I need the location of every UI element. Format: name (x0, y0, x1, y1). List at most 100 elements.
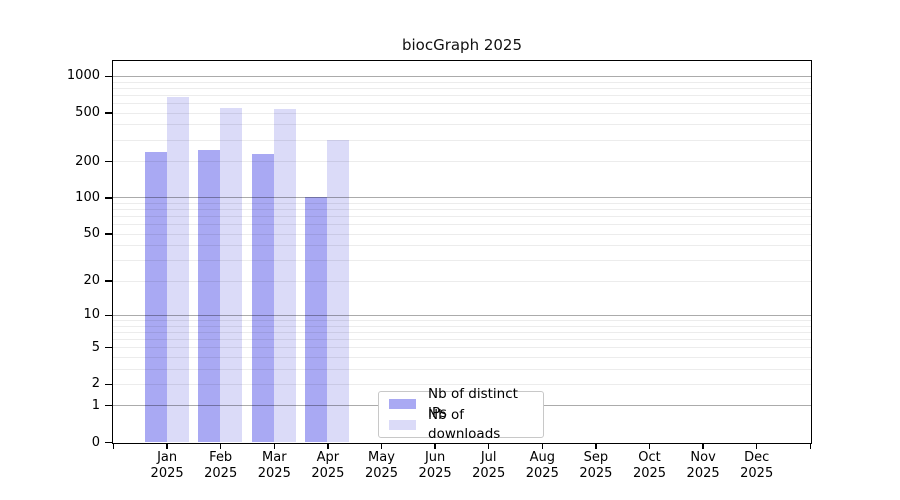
minor-gridline (113, 139, 811, 141)
y-axis-label: 0 (91, 434, 100, 450)
x-axis-label-aug: Aug 2025 (510, 450, 574, 482)
x-axis-tick (595, 444, 597, 449)
plot-area (112, 60, 812, 444)
minor-gridline (113, 202, 811, 204)
x-label-month: Jan (157, 450, 178, 465)
y-axis-tick (105, 383, 112, 385)
y-axis-label: 10 (83, 307, 100, 323)
minor-gridline (113, 124, 811, 126)
legend-item-distinct-ips: Nb of distinct IPs (385, 386, 537, 421)
legend-label-downloads: Nb of downloads (428, 407, 501, 442)
x-axis-tick (166, 444, 168, 449)
y-axis-label: 200 (75, 153, 100, 169)
y-axis-tick (105, 314, 112, 317)
x-label-year: 2025 (525, 466, 559, 481)
x-label-month: Apr (316, 450, 340, 465)
x-label-year: 2025 (579, 466, 613, 481)
minor-gridline (113, 383, 811, 385)
x-axis-label-feb: Feb 2025 (189, 450, 253, 482)
x-axis-label-mar: Mar 2025 (242, 450, 306, 482)
x-label-year: 2025 (311, 466, 345, 481)
x-axis-label-may: May 2025 (350, 450, 414, 482)
x-axis-label-jan: Jan 2025 (135, 450, 199, 482)
major-gridline (113, 75, 811, 77)
major-gridline (113, 314, 811, 316)
y-axis-tick (105, 405, 112, 407)
legend-item-downloads: Nb of downloads (385, 407, 537, 442)
y-axis-tick (105, 346, 112, 349)
bar-downloads-mar (273, 108, 296, 442)
minor-gridline (113, 87, 811, 89)
bar-distinct-ips-jan (144, 152, 167, 442)
x-label-year: 2025 (150, 466, 184, 481)
x-axis-tick (702, 444, 704, 449)
legend: Nb of distinct IPs Nb of downloads (378, 386, 544, 442)
minor-gridline (113, 94, 811, 96)
x-axis-tick (541, 444, 543, 449)
x-axis-tick (648, 444, 651, 449)
bar-downloads-jan (166, 97, 189, 442)
x-label-year: 2025 (364, 466, 399, 481)
legend-label-distinct-ips: Nb of distinct IPs (428, 386, 518, 421)
minor-gridline (113, 356, 811, 358)
y-axis-tick (105, 233, 112, 235)
x-axis-tick (327, 444, 329, 449)
bar-distinct-ips-apr (305, 196, 328, 442)
x-label-year: 2025 (740, 466, 774, 481)
x-label-month: Jul (480, 450, 497, 465)
x-label-month: Nov (690, 450, 716, 465)
legend-swatch-distinct-ips (389, 399, 416, 409)
bar-downloads-feb (220, 108, 243, 442)
y-axis-label: 5 (91, 339, 100, 355)
x-axis-label-oct: Oct 2025 (618, 450, 682, 482)
y-axis-tick (105, 197, 112, 199)
x-axis-tick (220, 444, 222, 449)
y-axis-label: 20 (83, 273, 100, 289)
minor-gridline (113, 347, 811, 349)
x-axis-tick (809, 444, 811, 449)
minor-gridline (113, 245, 811, 247)
y-axis-label: 500 (75, 105, 100, 121)
x-axis-label-jul: Jul 2025 (457, 450, 521, 482)
x-label-year: 2025 (686, 466, 720, 481)
y-axis-label: 1000 (66, 68, 100, 84)
x-axis-label-sep: Sep 2025 (564, 450, 628, 482)
x-label-year: 2025 (632, 466, 667, 481)
y-axis-tick (105, 75, 112, 78)
minor-gridline (113, 233, 811, 235)
x-axis-label-apr: Apr 2025 (296, 450, 360, 482)
minor-gridline (113, 280, 811, 282)
y-axis-tick (105, 441, 112, 444)
minor-gridline (113, 260, 811, 262)
x-label-month: Aug (529, 450, 555, 465)
x-axis-tick (756, 444, 758, 449)
x-label-month: Mar (262, 450, 287, 465)
x-axis-tick (112, 444, 115, 449)
x-label-year: 2025 (472, 466, 506, 481)
x-label-month: Oct (638, 450, 661, 465)
bar-distinct-ips-mar (251, 153, 274, 442)
minor-gridline (113, 368, 811, 370)
x-axis-label-nov: Nov 2025 (671, 450, 735, 482)
x-label-month: Dec (744, 450, 770, 465)
x-label-month: Sep (583, 450, 609, 465)
minor-gridline (113, 209, 811, 211)
x-axis-tick (434, 444, 436, 449)
legend-swatch-downloads (389, 420, 416, 430)
y-axis-label: 2 (91, 376, 100, 392)
x-label-year: 2025 (204, 466, 238, 481)
x-label-month: Feb (209, 450, 233, 465)
x-axis-label-jun: Jun 2025 (403, 450, 467, 482)
y-axis-label: 100 (75, 189, 100, 205)
x-label-month: May (368, 450, 395, 465)
minor-gridline (113, 81, 811, 83)
y-axis-tick (105, 280, 112, 282)
y-axis-label: 50 (83, 226, 100, 242)
x-axis-label-dec: Dec 2025 (725, 450, 789, 482)
y-axis-tick (105, 160, 112, 163)
bar-downloads-apr (327, 140, 350, 442)
x-label-year: 2025 (257, 466, 291, 481)
x-axis-tick (273, 444, 275, 449)
minor-gridline (113, 216, 811, 218)
